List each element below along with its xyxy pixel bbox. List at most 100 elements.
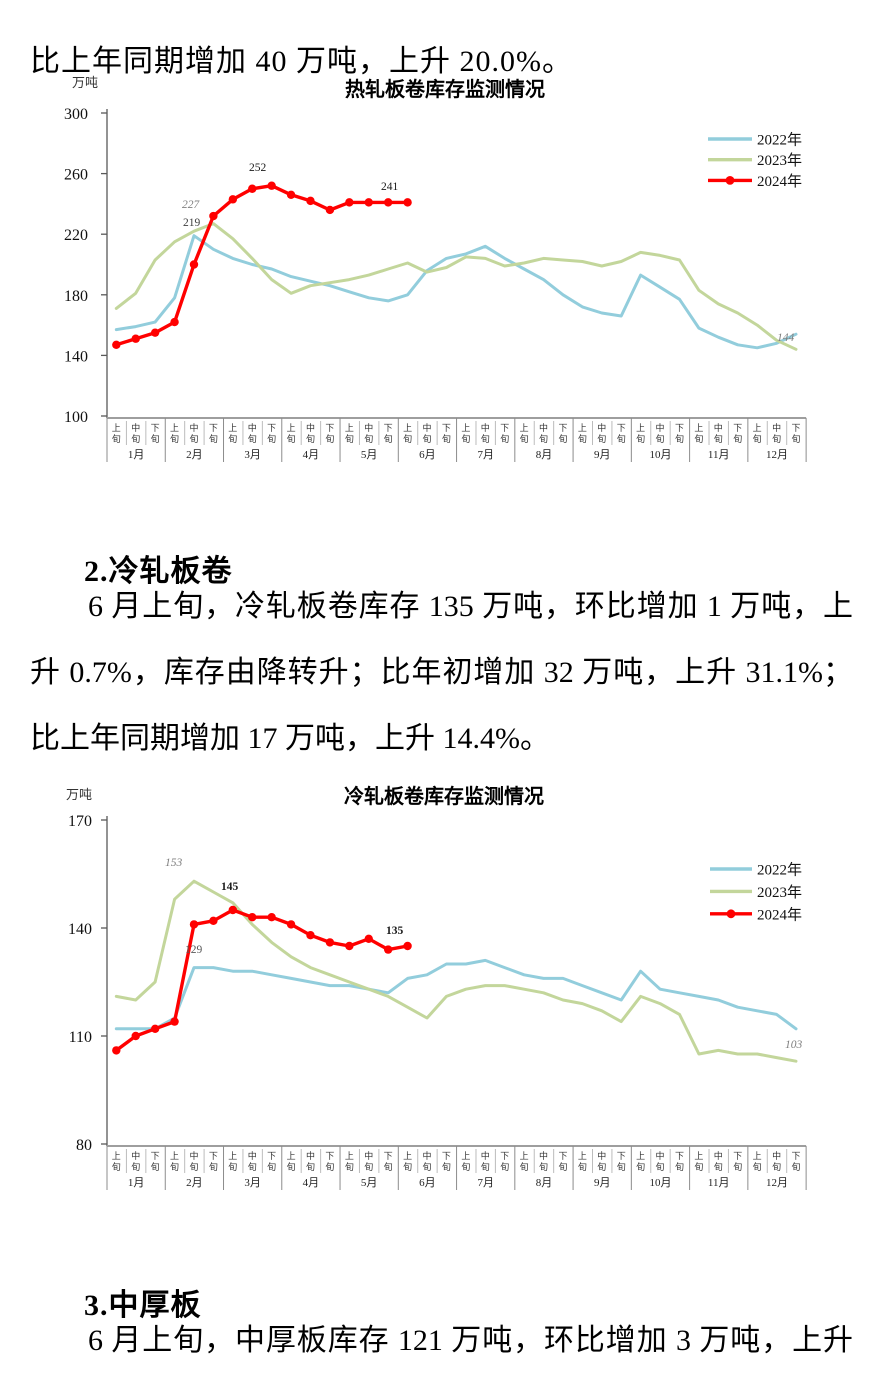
x-period-label: 下 xyxy=(500,423,509,433)
x-period-label: 旬 xyxy=(675,1161,684,1172)
x-period-label: 上 xyxy=(403,1151,412,1161)
x-period-label: 旬 xyxy=(189,433,198,444)
x-period-label: 下 xyxy=(733,1151,742,1161)
x-period-label: 旬 xyxy=(423,433,432,444)
x-period-label: 下 xyxy=(442,423,451,433)
data-point-marker xyxy=(364,934,373,943)
x-period-label: 下 xyxy=(325,1151,334,1161)
paragraph-cold-rolled: 6 月上旬，冷轧板卷库存 135 万吨，环比增加 1 万吨，上 升 0.7%，库… xyxy=(30,574,853,772)
x-period-label: 旬 xyxy=(772,1161,781,1172)
chart-title: 热轧板卷库存监测情况 xyxy=(345,77,545,101)
x-period-label: 旬 xyxy=(325,1161,334,1172)
section-heading-medium-plate: 3.中厚板 xyxy=(84,1288,202,1322)
x-period-label: 中 xyxy=(772,422,781,433)
x-period-label: 下 xyxy=(151,423,160,433)
x-month-label: 5月 xyxy=(361,1177,378,1189)
x-period-label: 下 xyxy=(617,1151,626,1161)
x-period-label: 下 xyxy=(675,1151,684,1161)
x-period-label: 旬 xyxy=(151,1161,160,1172)
series-line-2024年 xyxy=(114,183,410,347)
x-period-label: 旬 xyxy=(325,433,334,444)
x-period-label: 旬 xyxy=(170,433,179,444)
x-period-label: 中 xyxy=(772,1150,781,1161)
x-period-label: 上 xyxy=(636,1151,645,1161)
legend-label-2022年: 2022年 xyxy=(757,132,802,149)
data-point-marker xyxy=(170,317,179,327)
x-period-label: 旬 xyxy=(461,433,470,444)
x-period-label: 旬 xyxy=(345,1161,354,1172)
data-label: 135 xyxy=(386,925,404,937)
x-period-label: 旬 xyxy=(364,1161,373,1172)
y-tick-label: 110 xyxy=(69,1029,92,1046)
x-period-label: 旬 xyxy=(578,1161,587,1172)
x-month-label: 5月 xyxy=(361,449,378,461)
x-period-label: 旬 xyxy=(228,433,237,444)
x-period-label: 旬 xyxy=(714,433,723,444)
data-label: 252 xyxy=(249,162,267,174)
x-period-label: 上 xyxy=(403,423,412,433)
x-period-label: 下 xyxy=(325,423,334,433)
x-period-label: 旬 xyxy=(209,433,218,444)
x-period-label: 旬 xyxy=(694,1161,703,1172)
x-period-label: 旬 xyxy=(558,1161,567,1172)
data-point-marker xyxy=(306,196,315,206)
data-point-marker xyxy=(306,931,315,940)
x-period-label: 旬 xyxy=(520,1161,529,1172)
x-period-label: 上 xyxy=(753,423,762,433)
x-period-label: 旬 xyxy=(131,1161,140,1172)
x-period-label: 中 xyxy=(423,1150,432,1161)
data-point-marker xyxy=(286,920,296,929)
data-point-marker xyxy=(267,913,276,922)
x-period-label: 旬 xyxy=(151,433,160,444)
data-point-marker xyxy=(131,1031,140,1041)
x-period-label: 旬 xyxy=(481,433,490,444)
x-period-label: 旬 xyxy=(423,1161,432,1172)
data-point-marker xyxy=(189,260,199,269)
x-month-label: 3月 xyxy=(244,449,261,461)
y-axis-unit-label: 万吨 xyxy=(66,787,92,802)
data-point-marker xyxy=(209,211,218,221)
x-period-label: 上 xyxy=(287,423,296,433)
x-month-label: 12月 xyxy=(766,449,788,461)
data-point-marker xyxy=(364,198,373,207)
data-label: 241 xyxy=(381,181,399,193)
legend-label-2023年: 2023年 xyxy=(757,884,802,901)
y-tick-label: 220 xyxy=(64,227,88,244)
x-period-label: 中 xyxy=(131,422,140,433)
x-period-label: 下 xyxy=(267,423,276,433)
x-period-label: 中 xyxy=(481,1150,490,1161)
data-point-marker xyxy=(345,198,354,207)
x-month-label: 10月 xyxy=(649,1177,671,1189)
legend-marker-2024年 xyxy=(725,176,735,185)
data-point-marker xyxy=(325,938,335,947)
x-period-label: 旬 xyxy=(636,1161,645,1172)
y-tick-label: 170 xyxy=(68,813,92,830)
x-month-label: 7月 xyxy=(477,449,494,461)
x-period-label: 旬 xyxy=(189,1161,198,1172)
x-period-label: 上 xyxy=(228,1151,237,1161)
legend-label-2024年: 2024年 xyxy=(757,173,802,190)
x-period-label: 上 xyxy=(345,1151,354,1161)
data-point-marker xyxy=(383,198,393,207)
data-point-marker xyxy=(248,913,257,922)
data-point-marker xyxy=(150,1024,160,1034)
x-period-label: 中 xyxy=(714,422,723,433)
x-period-label: 旬 xyxy=(733,433,742,444)
x-period-label: 旬 xyxy=(656,1161,665,1172)
x-period-label: 中 xyxy=(248,422,257,433)
x-period-label: 中 xyxy=(423,422,432,433)
data-label: 144 xyxy=(777,332,795,344)
x-period-label: 旬 xyxy=(461,1161,470,1172)
x-month-label: 9月 xyxy=(594,449,611,461)
x-month-label: 4月 xyxy=(303,449,320,461)
x-period-label: 下 xyxy=(617,423,626,433)
x-period-label: 旬 xyxy=(520,433,529,444)
x-period-label: 旬 xyxy=(791,433,800,444)
x-period-label: 旬 xyxy=(442,433,451,444)
legend-marker-2024年 xyxy=(726,909,736,919)
x-period-label: 中 xyxy=(131,1150,140,1161)
x-period-label: 旬 xyxy=(578,433,587,444)
y-tick-label: 260 xyxy=(64,167,88,184)
x-period-label: 旬 xyxy=(287,1161,296,1172)
x-period-label: 上 xyxy=(112,1151,121,1161)
